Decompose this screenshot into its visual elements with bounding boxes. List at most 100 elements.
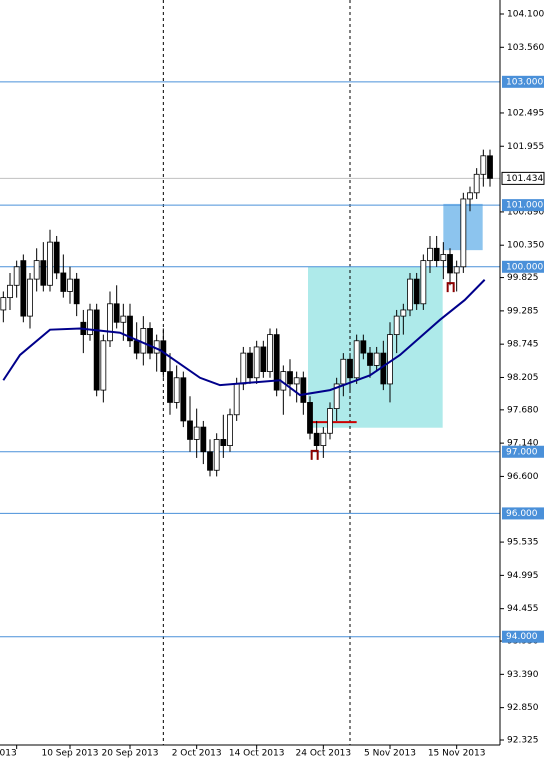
candle-body	[87, 309, 93, 336]
candle-body	[473, 173, 480, 194]
candle-body	[420, 260, 427, 305]
candle-body	[167, 371, 173, 403]
current-price-label: 101.434	[506, 174, 543, 184]
candle-body	[373, 352, 380, 366]
candle-body	[187, 420, 193, 440]
candle-body	[327, 408, 333, 434]
candle-body	[67, 278, 73, 292]
candle-body	[353, 340, 360, 379]
y-tick-label: 104.100	[507, 9, 544, 19]
candle-body	[393, 315, 400, 336]
candle-body	[347, 358, 353, 379]
candle-body	[260, 346, 267, 373]
candle-body	[467, 192, 473, 200]
candle-body	[60, 272, 67, 292]
level-label: 100.000	[506, 262, 543, 272]
y-tick-label: 102.495	[507, 108, 544, 118]
current-price-box	[501, 171, 545, 185]
candle-body	[247, 352, 253, 379]
level-label-box	[502, 260, 544, 273]
candle-body	[13, 266, 20, 286]
candle-body	[47, 241, 53, 286]
candle-body	[113, 303, 120, 323]
candle-body	[207, 451, 213, 471]
candle-body	[253, 346, 260, 379]
candle-body	[413, 278, 420, 305]
candle-body	[133, 340, 140, 354]
level-label-box	[502, 630, 544, 643]
candle-body	[173, 377, 180, 403]
x-tick-label: 2 Oct 2013	[172, 749, 222, 759]
candle-body	[147, 328, 153, 354]
level-label: 96.000	[506, 509, 538, 519]
y-tick-label: 96.600	[507, 472, 539, 482]
candle-body	[440, 254, 447, 262]
y-tick-label: 95.535	[507, 538, 539, 548]
y-tick-label: 92.850	[507, 703, 539, 713]
y-tick-label: 99.285	[507, 306, 539, 316]
y-tick-label: 98.205	[507, 373, 539, 383]
candle-body	[387, 334, 393, 385]
y-tick-label: 98.745	[507, 340, 539, 350]
moving-average	[2, 279, 486, 397]
candle-body	[307, 402, 313, 434]
level-label: 94.000	[506, 632, 538, 642]
candle-body	[300, 377, 307, 403]
candle-body	[53, 241, 60, 274]
level-label: 101.000	[506, 201, 543, 211]
candle-body	[293, 377, 300, 385]
candle-body	[487, 155, 493, 179]
x-tick-label: 10 Sep 2013	[41, 749, 98, 759]
candle-body	[427, 247, 433, 262]
candle-body	[227, 414, 233, 446]
level-label-box	[502, 507, 544, 520]
candle-body	[180, 377, 187, 422]
candle-body	[100, 340, 107, 391]
candle-body	[213, 439, 220, 471]
candle-body	[40, 260, 47, 286]
candle-body	[447, 254, 453, 274]
candle-body	[407, 278, 413, 311]
candle-body	[160, 340, 167, 373]
x-tick-label: 15 Nov 2013	[428, 749, 486, 759]
candle-body	[400, 309, 407, 317]
x-tick-label: 24 Oct 2013	[296, 749, 352, 759]
x-tick-label: ug 2013	[0, 749, 17, 759]
candle-body	[0, 297, 7, 311]
candle-body	[367, 352, 373, 366]
y-tick-label: 97.140	[507, 439, 539, 449]
candle-body	[200, 426, 207, 453]
candle-body	[233, 383, 240, 416]
candle-body	[127, 315, 133, 342]
candle-body	[453, 266, 460, 274]
y-tick-label: 97.680	[507, 405, 539, 415]
candle-body	[33, 260, 40, 280]
fractal-marker	[310, 449, 319, 460]
candle-body	[20, 260, 27, 317]
level-label-box	[502, 75, 544, 88]
y-tick-label: 100.350	[507, 241, 544, 251]
candle-body	[193, 426, 200, 440]
x-tick-label: 20 Sep 2013	[101, 749, 158, 759]
y-tick-label: 92.325	[507, 736, 539, 746]
y-tick-label: 99.825	[507, 273, 539, 283]
candle-body	[273, 334, 280, 391]
candle-body	[7, 284, 13, 299]
candle-body	[433, 247, 440, 262]
level-label-box	[502, 445, 544, 458]
x-tick-label: 5 Nov 2013	[364, 749, 416, 759]
level-label: 97.000	[506, 447, 538, 457]
candle-body	[120, 315, 127, 323]
candle-body	[107, 303, 113, 342]
y-tick-label: 94.455	[507, 604, 539, 614]
candle-body	[340, 358, 347, 385]
fractal-marker	[446, 282, 455, 293]
candle-body	[360, 340, 367, 354]
candle-body	[27, 278, 33, 317]
x-tick-label: 14 Oct 2013	[229, 749, 285, 759]
candle-body	[333, 383, 340, 410]
candle-body	[287, 371, 293, 385]
candle-body	[267, 334, 273, 373]
y-tick-label: 101.955	[507, 142, 544, 152]
